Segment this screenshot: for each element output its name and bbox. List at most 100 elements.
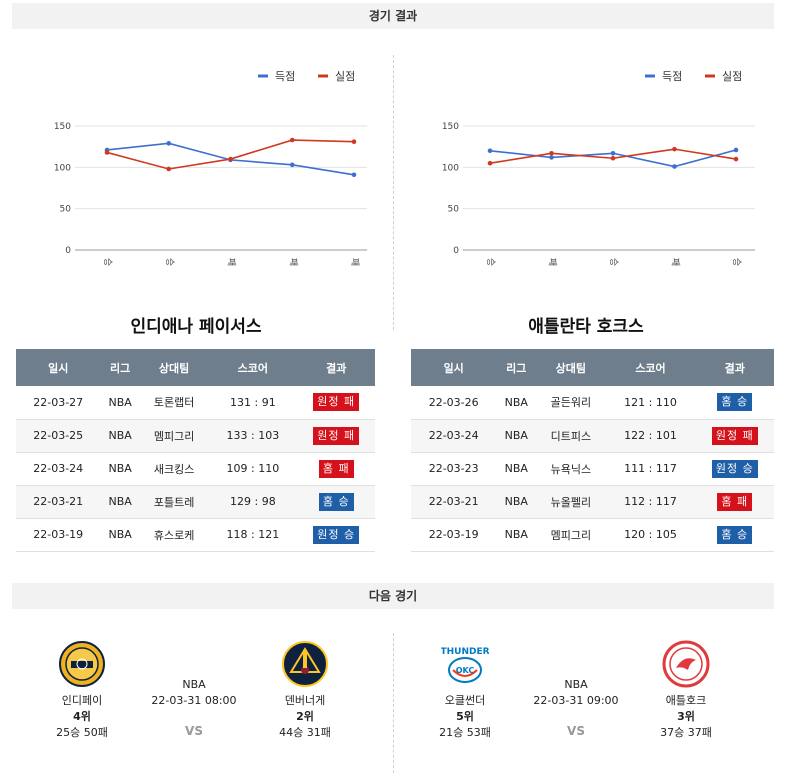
y-tick-label: 0 [65,246,71,256]
next-game-info-1: NBA 22-03-31 08:00 [134,678,254,707]
cell-opponent: 디트피스 [536,419,606,453]
team-name: 인디페이 [61,694,103,707]
y-tick-label: 0 [453,246,459,256]
team-record: 21승 53패 [439,726,491,739]
cell-opponent: 토론랩터 [139,386,209,420]
vs-label: VS [567,724,585,738]
team-rank: 5위 [456,710,474,723]
col-date: 일시 [16,349,101,386]
cell-score: 111 : 117 [605,452,696,486]
team-record: 37승 37패 [660,726,712,739]
cell-opponent: 포틀트레 [139,485,209,519]
result-badge: 원정 패 [313,393,360,412]
team-name: 오클썬더 [444,694,486,707]
cell-result: 원정 승 [695,452,774,486]
col-opponent: 상대팀 [536,349,606,386]
cell-result: 홈 승 [297,485,375,519]
cell-opponent: 뉴욕닉스 [536,452,606,486]
team-record: 25승 50패 [56,726,108,739]
team-name: 애틀호크 [665,694,707,707]
cell-result: 원정 승 [297,518,375,552]
data-point [351,172,357,178]
result-badge: 홈 승 [717,525,753,544]
results-section-header: 경기 결과 [12,3,774,29]
cell-league: NBA [100,485,140,519]
col-score: 스코어 [208,349,298,386]
col-league: 리그 [496,349,537,386]
table-row: 22-03-26 NBA 골든워리 121 : 110 홈 승 [411,386,774,420]
next-team-hawks[interactable]: 애틀호크 3위 37승 37패 [644,640,728,740]
cell-score: 118 : 121 [208,518,298,552]
cell-date: 22-03-27 [16,386,101,420]
cell-opponent: 뉴올펠리 [536,485,606,519]
chart-divider [393,55,394,330]
next-team-nuggets[interactable]: 덴버너게 2위 44승 31패 [263,640,347,740]
chart-indiana: 0 50 100 150 승 승 패 패 패 득점 실점 [12,60,382,280]
game-league: NBA [182,678,206,691]
cell-date: 22-03-23 [411,452,497,486]
cell-date: 22-03-25 [16,419,101,453]
cell-result: 원정 패 [297,419,375,453]
data-point [672,164,677,169]
data-point [289,137,295,143]
cell-date: 22-03-21 [16,485,101,519]
nuggets-logo-icon [282,641,328,687]
cell-score: 131 : 91 [208,386,298,420]
cell-score: 121 : 110 [605,386,696,420]
cell-score: 122 : 101 [605,419,696,453]
data-point [610,150,616,156]
team-rank: 4위 [73,710,91,723]
pacers-logo-icon [59,641,105,687]
y-tick-label: 150 [54,122,71,132]
cell-league: NBA [496,485,537,519]
cell-league: NBA [496,518,537,552]
result-badge: 홈 승 [318,492,354,511]
cell-opponent: 멤피그리 [139,419,209,453]
next-section-header: 다음 경기 [12,583,774,609]
x-tick-label: 승 [608,258,619,266]
data-point [351,139,357,145]
cell-result: 홈 승 [695,518,774,552]
cell-result: 홈 패 [695,485,774,519]
next-divider [393,633,394,773]
y-tick-label: 150 [442,122,459,132]
cell-date: 22-03-26 [411,386,497,420]
team-rank: 3위 [677,710,695,723]
table-row: 22-03-24 NBA 디트피스 122 : 101 원정 패 [411,419,774,453]
data-point [549,155,554,160]
legend-label-scored: 득점 [662,70,682,83]
data-point [104,150,110,155]
thunder-logo-icon: THUNDER OKC [441,647,489,683]
y-tick-label: 100 [442,163,459,173]
game-league: NBA [564,678,588,691]
result-badge: 홈 패 [717,492,753,511]
cell-date: 22-03-21 [411,485,497,519]
cell-score: 109 : 110 [208,452,298,486]
result-badge: 원정 승 [313,525,360,544]
data-point [228,156,233,162]
cell-league: NBA [100,419,140,453]
vs-label: VS [185,724,203,738]
next-team-pacers[interactable]: 인디페이 4위 25승 50패 [40,640,124,740]
x-tick-label: 승 [164,258,175,266]
y-tick-label: 50 [448,205,460,215]
table-row: 22-03-21 NBA 포틀트레 129 : 98 홈 승 [16,485,375,519]
data-point [166,166,172,172]
y-tick-label: 50 [60,205,72,215]
x-tick-label: 패 [670,258,681,266]
data-point [733,147,739,153]
cell-opponent: 골든워리 [536,386,606,420]
table-row: 22-03-24 NBA 새크킹스 109 : 110 홈 패 [16,452,375,486]
col-date: 일시 [411,349,497,386]
team-title-indiana: 인디애나 페이서스 [130,317,262,337]
x-tick-label: 패 [287,258,298,266]
legend-label-conceded: 실점 [722,70,742,83]
col-result: 결과 [297,349,375,386]
chart-atlanta: 0 50 100 150 승 패 승 패 승 득점 실점 [400,60,770,280]
next-team-thunder[interactable]: THUNDER OKC 오클썬더 5위 21승 53패 [423,640,507,740]
legend-label-scored: 득점 [275,70,295,83]
table-row: 22-03-23 NBA 뉴욕닉스 111 : 117 원정 승 [411,452,774,486]
x-tick-label: 패 [349,258,360,266]
team-title-atlanta: 애틀란타 호크스 [528,317,644,337]
cell-league: NBA [496,419,537,453]
